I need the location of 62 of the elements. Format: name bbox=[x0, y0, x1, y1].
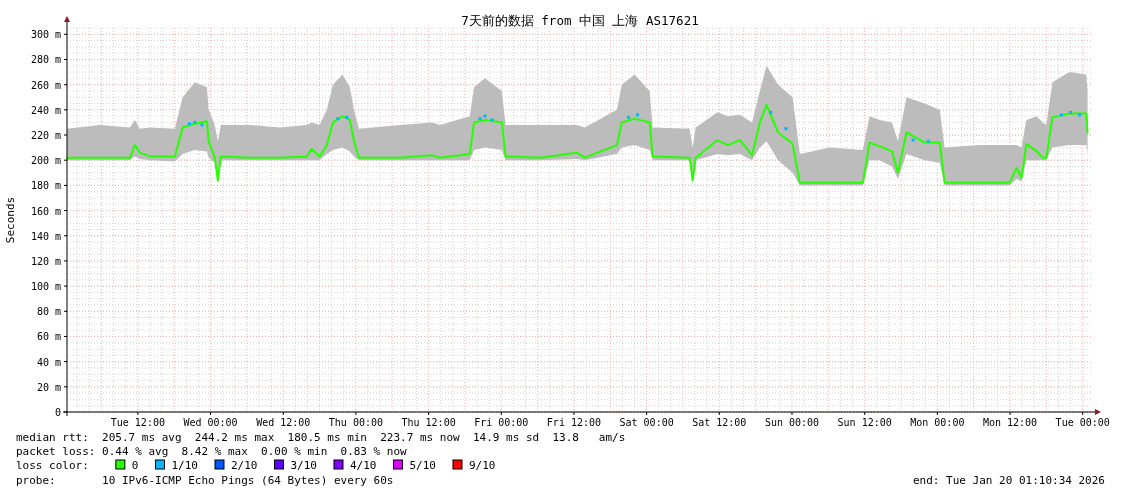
legend-label: 9/10 bbox=[468, 459, 496, 472]
y-tick-label: 40 m bbox=[36, 356, 61, 368]
chart-title: 7天前的数据 from 中国 上海 AS17621 bbox=[461, 13, 699, 28]
x-tick-label: Sun 00:00 bbox=[764, 417, 820, 428]
point bbox=[345, 115, 349, 119]
point bbox=[636, 113, 640, 117]
y-tick-label: 240 m bbox=[30, 104, 61, 116]
point bbox=[478, 117, 482, 121]
x-tick-label: Sat 00:00 bbox=[619, 417, 674, 428]
legend-label: 1/10 bbox=[171, 459, 198, 472]
x-tick-label: Mon 00:00 bbox=[910, 417, 965, 428]
point bbox=[187, 122, 191, 126]
y-tick-label: 260 m bbox=[30, 79, 61, 91]
text: probe: 10 IPv6-ICMP Echo Pings (64 Bytes) every 60s bbox=[16, 474, 394, 487]
x-tick-label: Fri 12:00 bbox=[546, 417, 602, 428]
y-tick-label: 100 m bbox=[30, 281, 61, 293]
legend-label: 5/10 bbox=[409, 459, 436, 472]
legend-label: 2/10 bbox=[230, 459, 258, 472]
point bbox=[784, 127, 788, 131]
x-tick-label: Tue 12:00 bbox=[110, 417, 165, 428]
line-series bbox=[66, 103, 1089, 184]
y-tick-label: 0 bbox=[54, 407, 61, 418]
x-tick-label: Thu 00:00 bbox=[328, 417, 383, 428]
x-tick-label: Thu 12:00 bbox=[401, 417, 456, 428]
y-tick-label: 60 m bbox=[36, 331, 61, 343]
y-tick-label: 300 m bbox=[30, 29, 61, 41]
point bbox=[193, 120, 197, 124]
legend-label: 3/10 bbox=[290, 459, 317, 472]
y-tick-label: 280 m bbox=[30, 54, 61, 66]
point bbox=[769, 110, 773, 114]
text: median rtt: 205.7 ms avg 244.2 ms max 180.5 ms min 223.7 ms now 14.9 ms sd 13.8 am/s bbox=[16, 431, 626, 444]
x-tick-label: Tue 00:00 bbox=[1055, 417, 1110, 428]
y-tick-label: 140 m bbox=[30, 230, 61, 242]
point bbox=[200, 123, 204, 127]
point bbox=[1078, 113, 1082, 117]
x-tick-label: Fri 00:00 bbox=[474, 417, 529, 428]
y-tick-label: 80 m bbox=[36, 306, 61, 318]
x-tick-label: Mon 12:00 bbox=[982, 417, 1038, 428]
point bbox=[1060, 113, 1064, 117]
y-tick-label: 180 m bbox=[30, 180, 61, 192]
y-axis-title: Seconds bbox=[4, 196, 17, 244]
point bbox=[911, 138, 915, 142]
text: packet loss: 0.44 % avg 8.42 % max 0.00 % min 0.83 % now bbox=[16, 445, 408, 458]
x-tick-label: Wed 00:00 bbox=[183, 417, 238, 428]
point bbox=[483, 114, 487, 118]
y-tick-label: 220 m bbox=[30, 130, 61, 142]
y-tick-label: 160 m bbox=[30, 205, 61, 217]
point bbox=[1069, 110, 1073, 114]
x-tick-label: Wed 12:00 bbox=[256, 417, 311, 428]
y-tick-label: 20 m bbox=[36, 381, 61, 393]
point bbox=[336, 117, 340, 121]
text: end: Tue Jan 20 01:10:34 2026 bbox=[912, 474, 1105, 487]
point bbox=[926, 139, 930, 143]
x-tick-label: Sat 12:00 bbox=[692, 417, 747, 428]
y-tick-label: 200 m bbox=[30, 155, 61, 167]
legend-label: 4/10 bbox=[349, 459, 377, 472]
y-tick-label: 120 m bbox=[30, 255, 61, 267]
point bbox=[626, 115, 630, 119]
legend-title: loss color: bbox=[16, 459, 89, 472]
x-tick-label: Sun 12:00 bbox=[837, 417, 892, 428]
legend-label: 0 bbox=[131, 459, 139, 472]
point bbox=[490, 118, 494, 122]
